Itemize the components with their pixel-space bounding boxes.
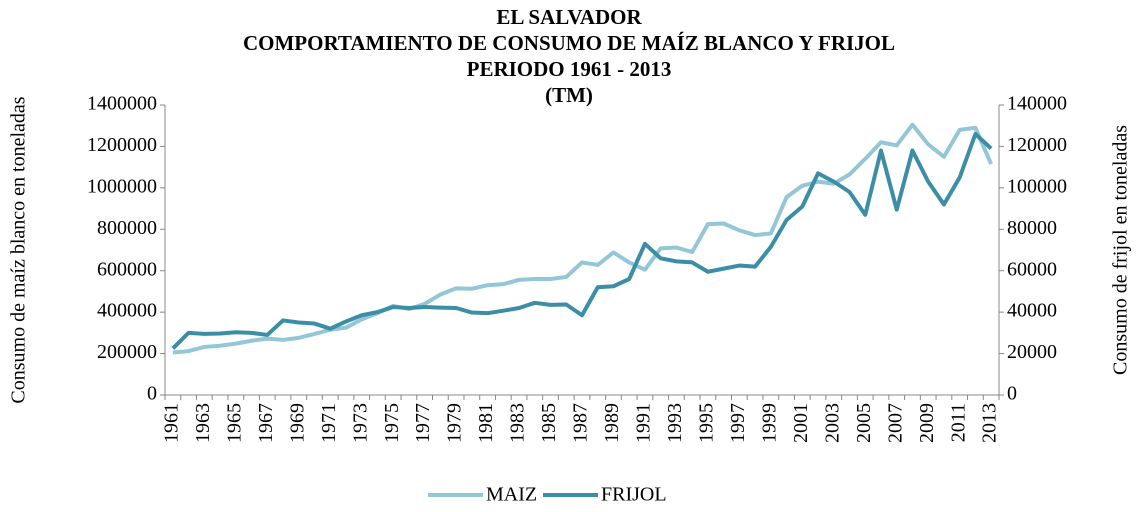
x-tick-label: 1997 <box>727 403 749 443</box>
y2-tick-label: 60000 <box>1007 258 1057 280</box>
x-tick-label: 2007 <box>884 403 906 443</box>
x-tick-label: 2003 <box>821 403 843 443</box>
x-tick-label: 1981 <box>475 403 497 443</box>
x-tick-label: 1979 <box>444 403 466 443</box>
x-tick-label: 1991 <box>633 403 655 443</box>
x-tick-label: 1995 <box>695 403 717 443</box>
x-tick-label: 1967 <box>255 403 277 443</box>
y-tick-label: 1200000 <box>87 134 157 156</box>
x-tick-label: 1989 <box>601 403 623 443</box>
y2-axis-label: Consumo de frijol en toneladas <box>1110 125 1132 375</box>
y2-tick-label: 80000 <box>1007 217 1057 239</box>
chart-title: PERIODO 1961 - 2013 <box>467 57 672 81</box>
y-tick-label: 1000000 <box>87 175 157 197</box>
data-line <box>171 132 993 350</box>
y2-tick-label: 20000 <box>1007 341 1057 363</box>
y-tick-label: 600000 <box>97 258 157 280</box>
x-tick-label: 2001 <box>790 403 812 443</box>
y2-tick-label: 140000 <box>1007 93 1067 115</box>
x-tick-label: 1965 <box>223 403 245 443</box>
chart-title: EL SALVADOR <box>496 5 642 29</box>
x-tick-label: 1977 <box>412 403 434 443</box>
y2-tick-label: 120000 <box>1007 134 1067 156</box>
y-tick-label: 200000 <box>97 341 157 363</box>
y2-tick-label: 40000 <box>1007 300 1057 322</box>
data-line <box>172 122 993 355</box>
x-tick-label: 2013 <box>979 403 1001 443</box>
y2-tick-label: 100000 <box>1007 175 1067 197</box>
x-tick-label: 1973 <box>349 403 371 443</box>
x-tick-label: 1963 <box>192 403 214 443</box>
x-tick-label: 2009 <box>916 403 938 443</box>
y-tick-label: 800000 <box>97 217 157 239</box>
x-tick-label: 2011 <box>947 403 969 442</box>
x-tick-label: 1985 <box>538 403 560 443</box>
legend-label: FRIJOL <box>601 484 667 506</box>
y2-tick-label: 0 <box>1007 383 1017 405</box>
x-tick-label: 1975 <box>381 403 403 443</box>
x-tick-label: 1993 <box>664 403 686 443</box>
y-axis-label: Consumo de maíz blanco en toneladas <box>8 96 30 403</box>
x-tick-label: 1961 <box>160 403 182 443</box>
x-tick-label: 2005 <box>853 403 875 443</box>
x-tick-label: 1969 <box>286 403 308 443</box>
x-tick-label: 1971 <box>318 403 340 443</box>
chart-title: COMPORTAMIENTO DE CONSUMO DE MAÍZ BLANCO… <box>243 31 895 55</box>
x-tick-label: 1987 <box>570 403 592 443</box>
x-tick-label: 1999 <box>758 403 780 443</box>
legend-label: MAIZ <box>486 484 537 506</box>
chart-title: (TM) <box>545 83 593 107</box>
y-tick-label: 400000 <box>97 300 157 322</box>
y-tick-label: 1400000 <box>87 93 157 115</box>
y-tick-label: 0 <box>147 383 157 405</box>
x-tick-label: 1983 <box>507 403 529 443</box>
